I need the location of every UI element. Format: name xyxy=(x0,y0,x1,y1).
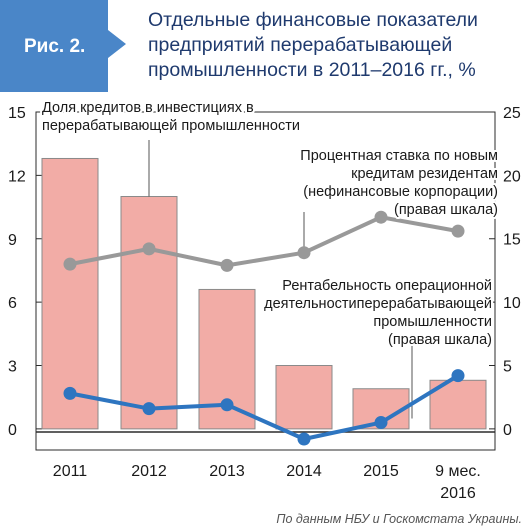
rate-series-point xyxy=(374,210,388,224)
profitability-series-point xyxy=(63,386,77,400)
annotation-profit: Рентабельность операционной xyxy=(282,278,492,294)
rate-series-line xyxy=(69,215,459,268)
profitability-series-point xyxy=(451,369,465,383)
right-tick-label: 10 xyxy=(503,295,521,312)
rate-series-point xyxy=(297,246,311,260)
figure-number: Рис. 2. xyxy=(24,36,85,57)
x-tick-label-line: 9 мес. xyxy=(435,463,481,480)
bar xyxy=(275,365,333,430)
profitability-series-point xyxy=(297,432,311,446)
profitability-series-point xyxy=(142,402,156,416)
x-tick-label: 2012 xyxy=(131,463,167,480)
annotation-profit: деятельностиперерабатывающей xyxy=(264,296,492,312)
source-note: По данным НБУ и Госкомстата Украины. xyxy=(276,512,522,526)
right-tick-label: 20 xyxy=(503,168,521,185)
x-tick-label: 2011 xyxy=(53,463,88,480)
left-tick-label: 3 xyxy=(8,359,17,376)
line-series xyxy=(63,210,465,446)
title-line: промышленности в 2011–2016 гг., % xyxy=(148,59,476,81)
profitability-series-point xyxy=(374,416,388,430)
right-tick-label: 15 xyxy=(503,232,521,249)
bar-series xyxy=(41,157,487,430)
x-tick-label: 9 мес. 2016 xyxy=(435,463,481,502)
rate-series-point xyxy=(63,257,77,271)
profitability-series-line xyxy=(69,373,460,442)
annotation-profit: (правая шкала) xyxy=(388,332,492,348)
title-line: Отдельные финансовые показатели xyxy=(148,9,478,31)
plot-frame xyxy=(35,111,496,451)
x-tick-label-line: 2016 xyxy=(440,485,476,502)
left-tick-label: 12 xyxy=(8,168,26,185)
x-tick-label: 2013 xyxy=(209,463,245,480)
right-tick-label: 5 xyxy=(503,358,512,375)
x-tick-label-line: 2015 xyxy=(363,463,399,480)
right-axis: 0 5 10 15 20 25 xyxy=(489,105,521,439)
annotation-profit: промышленности xyxy=(373,314,492,330)
profitability-series-point xyxy=(220,398,234,412)
left-axis: 0 3 6 9 12 15 xyxy=(8,105,42,439)
left-tick-label: 6 xyxy=(8,295,17,312)
rate-series-point xyxy=(451,224,465,238)
chart-title: Отдельные финансовые показатели предприят… xyxy=(148,9,478,81)
left-tick-label: 15 xyxy=(8,105,26,122)
annotation-bars: Доля кредитов в инвестициях в xyxy=(42,100,254,116)
right-tick-label: 0 xyxy=(503,422,512,439)
figure-badge xyxy=(0,0,126,92)
x-tick-label: 2015 xyxy=(363,463,399,480)
annotation-bars: перерабатывающей промышленности xyxy=(42,118,300,134)
bar xyxy=(120,196,178,430)
x-axis-labels: 2011 2012 2013 2014 2015 9 мес. 2016 xyxy=(53,463,481,502)
x-tick-label-line: 2011 xyxy=(53,463,88,480)
annotation-leaders xyxy=(148,140,413,419)
annotations: Доля кредитов в инвестициях в перерабатыв… xyxy=(40,98,500,350)
rate-series-point xyxy=(142,242,156,256)
right-tick-label: 25 xyxy=(503,105,521,122)
annotation-rate: (нефинансовые корпорации) xyxy=(303,184,498,200)
x-tick-label-line: 2012 xyxy=(131,463,167,480)
annotation-rate: кредитам резидентам xyxy=(351,166,498,182)
annotation-rate: Процентная ставка по новым xyxy=(300,148,498,164)
x-tick-label-line: 2014 xyxy=(286,463,322,480)
left-tick-label: 9 xyxy=(8,232,17,249)
left-tick-label: 0 xyxy=(8,422,17,439)
x-tick-label: 2014 xyxy=(286,463,322,480)
annotation-rate: (правая шкала) xyxy=(394,202,498,218)
rate-series-point xyxy=(220,258,234,272)
x-tick-label-line: 2013 xyxy=(209,463,245,480)
bar xyxy=(41,157,99,430)
title-line: предприятий перерабатывающей xyxy=(148,34,452,56)
